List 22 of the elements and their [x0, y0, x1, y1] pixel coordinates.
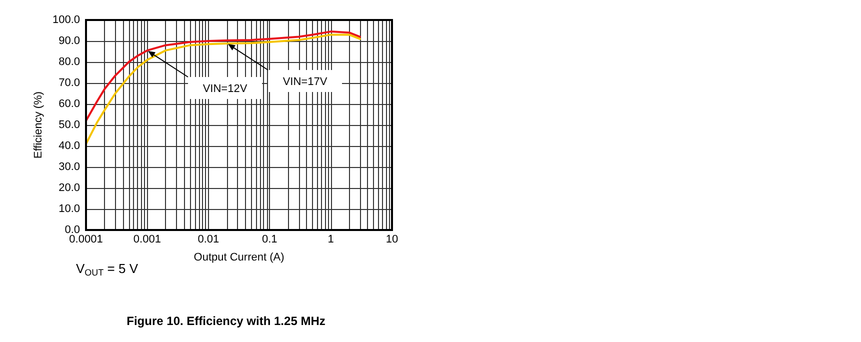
y-tick-label: 20.0 [58, 182, 80, 194]
x-tick-label: 0.001 [133, 234, 161, 246]
annotation: VIN=12V [202, 83, 248, 95]
y-tick-label: 40.0 [58, 140, 80, 152]
x-tick-label: 1 [328, 234, 334, 246]
y-tick-label: 30.0 [58, 161, 80, 173]
y-tick-label: 80.0 [58, 56, 80, 68]
y-tick-label: 50.0 [58, 119, 80, 131]
text: Figure 10. Efficiency with 1.25 MHz [126, 314, 326, 328]
x-tick-label: 0.1 [262, 234, 278, 246]
y-tick-label: 70.0 [58, 77, 80, 89]
y-tick-label: 10.0 [58, 203, 80, 215]
x-tick-label: 10 [386, 234, 398, 246]
y-tick-label: 60.0 [58, 98, 80, 110]
x-tick-label: 0.01 [198, 234, 220, 246]
y-axis-title: Efficiency (%) [32, 91, 44, 159]
y-tick-label: 100.0 [52, 14, 80, 26]
annotation: VIN=17V [282, 76, 328, 88]
y-tick-label: 90.0 [58, 35, 80, 47]
x-axis-title: Output Current (A) [194, 252, 284, 264]
x-tick-label: 0.0001 [69, 234, 103, 246]
y-tick-label: 0.0 [64, 224, 80, 236]
